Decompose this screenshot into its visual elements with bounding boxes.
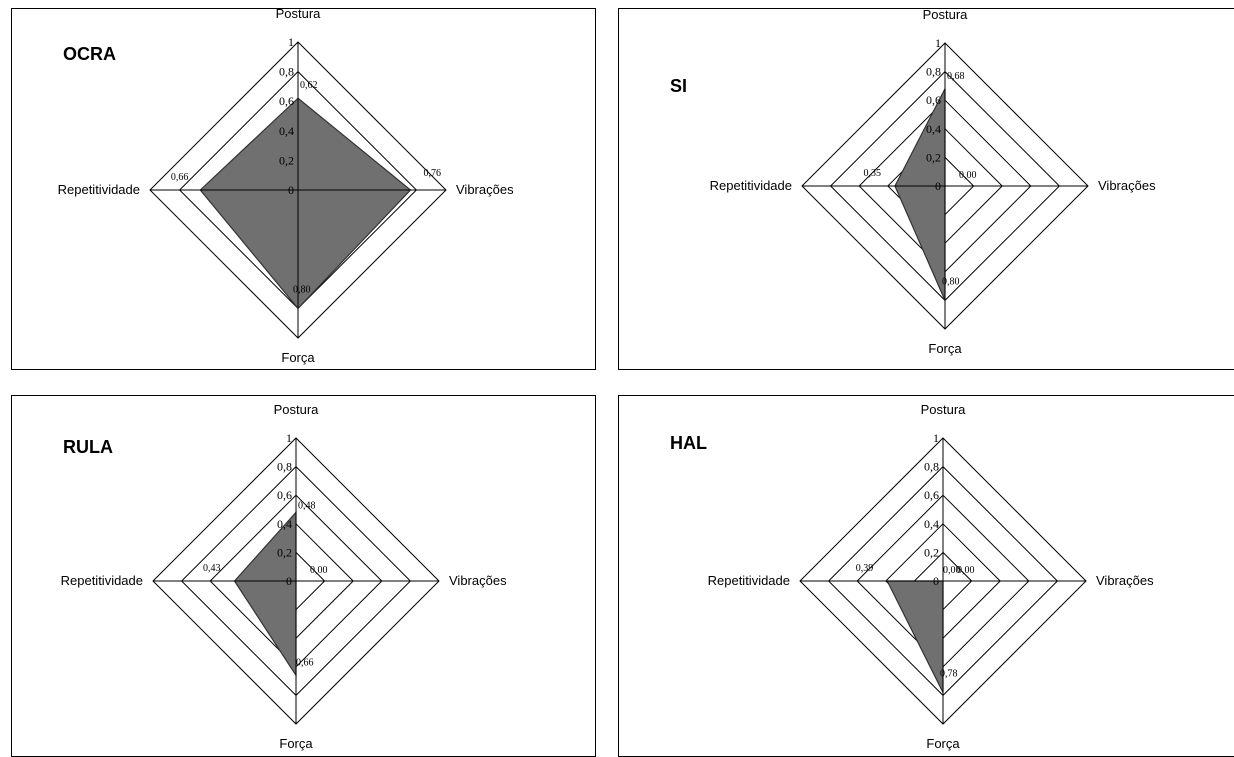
axis-label-força: Força [281,350,315,365]
axis-label-repetitividade: Repetitividade [61,573,143,588]
axis-label-repetitividade: Repetitividade [58,182,140,197]
axis-label-repetitividade: Repetitividade [708,573,790,588]
data-value-label: 0,43 [203,563,221,574]
data-value-label: 0,76 [423,168,441,179]
axis-label-vibrações: Vibrações [449,573,507,588]
data-value-label: 0,66 [171,172,189,183]
tick-label: 0 [935,179,941,193]
panel-frame [618,8,1234,370]
radar-chart: 0 0,2 0,4 0,6 0,8 1 Postura Vibrações Força Repet… [670,402,1154,751]
data-value-label: 0,80 [942,276,960,287]
chart-title: RULA [63,437,113,457]
axis-label-força: Força [279,736,313,751]
chart-title: HAL [670,433,707,453]
tick-label: 0,8 [277,460,292,474]
data-value-label: 0,00 [959,170,977,181]
tick-label: 1 [286,431,292,445]
tick-label: 0,8 [924,460,939,474]
axis-label-força: Força [926,736,960,751]
tick-label: 0 [288,183,294,197]
tick-label: 0,4 [924,517,939,531]
tick-label: 0,6 [277,488,292,502]
data-value-label: 0,78 [940,669,958,680]
data-value-label: 0,00 [957,565,975,576]
tick-label: 1 [288,35,294,49]
panel-frame [11,8,596,370]
tick-label: 0,8 [926,65,941,79]
data-polygon [894,88,946,301]
data-value-label: 0,00 [943,565,961,576]
radar-panel-hal: 0 0,2 0,4 0,6 0,8 1 Postura Vibrações Força Repet… [618,395,1234,757]
radar-panel-ocra: 0 0,2 0,4 0,6 0,8 1 Postura Vibrações Força Repet… [11,6,596,370]
data-value-label: 0,68 [947,71,965,82]
axis-label-força: Força [928,341,962,356]
tick-label: 0,4 [279,124,294,138]
radar-panel-rula: 0 0,2 0,4 0,6 0,8 1 Postura Vibrações Força Repet… [11,395,596,757]
data-value-label: 0,48 [298,500,316,511]
tick-label: 0 [286,574,292,588]
data-polygon [886,580,944,693]
data-value-label: 0,00 [310,565,328,576]
tick-label: 0,6 [279,94,294,108]
tick-label: 1 [935,36,941,50]
axis-label-vibrações: Vibrações [1098,178,1156,193]
axis-label-postura: Postura [921,402,967,417]
axis-label-postura: Postura [923,7,969,22]
tick-label: 0,2 [926,150,941,164]
radar-panel-si: 0 0,2 0,4 0,6 0,8 1 Postura Vibrações Força Repet… [618,7,1234,370]
tick-label: 1 [933,431,939,445]
tick-label: 0,6 [926,93,941,107]
axis-label-vibrações: Vibrações [456,182,514,197]
axis-label-postura: Postura [274,402,320,417]
chart-title: OCRA [63,44,116,64]
tick-label: 0,2 [279,153,294,167]
data-value-label: 0,35 [863,168,881,179]
tick-label: 0,4 [926,122,941,136]
tick-label: 0,2 [277,545,292,559]
radar-chart: 0 0,2 0,4 0,6 0,8 1 Postura Vibrações Força Repet… [58,6,514,365]
data-value-label: 0,66 [296,657,314,668]
data-value-label: 0,62 [300,80,318,91]
radar-chart: 0 0,2 0,4 0,6 0,8 1 Postura Vibrações Força Repet… [670,7,1156,356]
tick-label: 0,8 [279,65,294,79]
axis-label-postura: Postura [276,6,322,21]
radar-chart: 0 0,2 0,4 0,6 0,8 1 Postura Vibrações Força Repet… [61,402,507,751]
axis-label-repetitividade: Repetitividade [710,178,792,193]
data-polygon [233,510,297,678]
data-value-label: 0,80 [293,284,311,295]
tick-label: 0,6 [924,488,939,502]
tick-label: 0,4 [277,517,292,531]
axis-label-vibrações: Vibrações [1096,573,1154,588]
chart-title: SI [670,76,687,96]
tick-label: 0,2 [924,545,939,559]
data-value-label: 0,39 [856,563,874,574]
data-polygon [199,97,412,310]
tick-label: 0 [933,574,939,588]
